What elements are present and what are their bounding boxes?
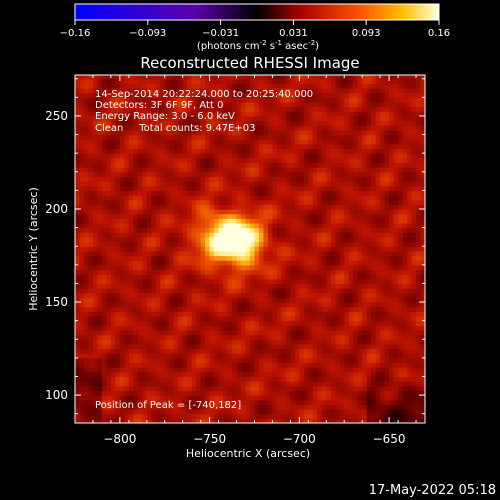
colorbar-units: (photons cm-2 s-1 asec-2)	[197, 39, 319, 52]
y-tick-label: 200	[45, 202, 68, 216]
colorbar	[74, 3, 440, 21]
x-axis-label: Heliocentric X (arcsec)	[186, 447, 310, 460]
colorbar-tick-label: 0.16	[428, 28, 450, 39]
plot-frame	[74, 74, 426, 424]
colorbar-tick-label: −0.16	[60, 28, 91, 39]
colorbar-tick-label: 0.031	[279, 28, 308, 39]
annotation-counts: Clean Total counts: 9.47E+03	[95, 123, 255, 134]
x-tick-label: −650	[373, 432, 406, 446]
colorbar-ticks: −0.16 −0.093 −0.031 0.031 0.093 0.16	[60, 20, 450, 39]
annotation-energy-range: Energy Range: 3.0 - 6.0 keV	[95, 111, 235, 122]
y-tick-label: 150	[45, 295, 68, 309]
colorbar-tick-label: −0.093	[129, 28, 166, 39]
y-tick-label: 100	[45, 388, 68, 402]
colorbar-tick-label: −0.031	[202, 28, 239, 39]
annotation-time-range: 14-Sep-2014 20:22:24.000 to 20:25:40.000	[95, 89, 313, 100]
plot-title: Reconstructed RHESSI Image	[140, 54, 359, 72]
footer-timestamp: 17-May-2022 05:18	[369, 483, 496, 498]
colorbar-tick-label: 0.093	[352, 28, 381, 39]
x-tick-label: −750	[193, 432, 226, 446]
x-tick-label: −800	[103, 432, 136, 446]
heatmap-image	[75, 75, 425, 423]
axes: −800 −750 −700 −650 100 150 200 250	[45, 75, 425, 446]
peak-position-label: Position of Peak = [-740,182]	[95, 400, 241, 411]
y-axis-label: Heliocentric Y (arcsec)	[27, 187, 40, 311]
x-tick-label: −700	[283, 432, 316, 446]
annotation-detectors: Detectors: 3F 6F 9F, Att 0	[95, 100, 223, 111]
y-tick-label: 250	[45, 109, 68, 123]
